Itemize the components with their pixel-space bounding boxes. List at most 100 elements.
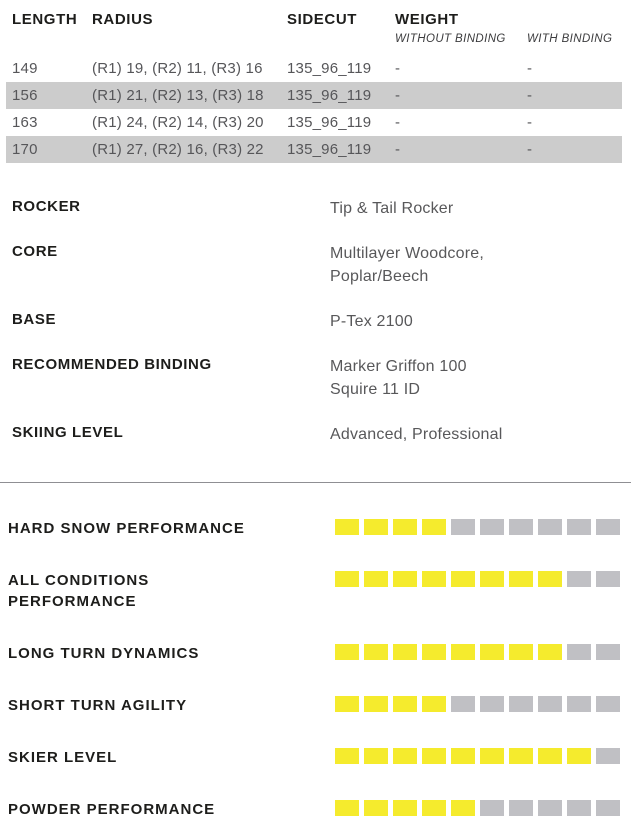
rating-segment-empty [538,519,562,535]
rating-segment-filled [335,571,359,587]
cell-radius: (R1) 19, (R2) 11, (R3) 16 [92,60,263,77]
spec-value: Multilayer Woodcore, Poplar/Beech [330,242,484,288]
rating-segment-empty [509,800,533,816]
rating-segment-filled [393,571,417,587]
text-line: Poplar/Beech [330,268,429,285]
rating-segment-filled [509,571,533,587]
spec-label: ROCKER [12,198,81,215]
section-divider [0,482,631,483]
rating-bar [335,571,620,587]
rating-segment-filled [480,571,504,587]
rating-segment-empty [567,644,591,660]
spec-row: RECOMMENDED BINDING Marker Griffon 100 Sq… [12,355,619,401]
text-line: ALL CONDITIONS [8,572,150,589]
rating-segment-empty [567,800,591,816]
rating-segment-empty [596,800,620,816]
spec-value: Marker Griffon 100 Squire 11 ID [330,355,467,401]
rating-segment-filled [335,644,359,660]
rating-label: SKIER LEVEL [8,747,335,768]
spec-row: BASE P-Tex 2100 [12,310,619,333]
col-header-length: LENGTH [12,11,78,28]
cell-weight-with-binding: - [527,141,533,158]
cell-length: 149 [12,60,38,77]
rating-segment-filled [335,748,359,764]
spec-value: Tip & Tail Rocker [330,197,453,220]
rating-segment-filled [393,696,417,712]
rating-segment-empty [480,519,504,535]
col-header-sidecut: SIDECUT [287,11,358,28]
text-line: POWDER PERFORMANCE [8,801,216,818]
spec-row: CORE Multilayer Woodcore, Poplar/Beech [12,242,619,288]
rating-segment-empty [596,519,620,535]
rating-segment-filled [422,800,446,816]
rating-segment-filled [451,644,475,660]
size-table-row: 156 (R1) 21, (R2) 13, (R3) 18 135_96_119… [6,82,622,109]
rating-segment-filled [393,644,417,660]
text-line: Tip & Tail Rocker [330,200,454,217]
col-header-weight-with-binding: WITH BINDING [527,33,613,45]
size-table-row: 149 (R1) 19, (R2) 11, (R3) 16 135_96_119… [6,55,622,82]
text-line: Advanced, Professional [330,426,503,443]
cell-radius: (R1) 21, (R2) 13, (R3) 18 [92,87,264,104]
cell-length: 163 [12,114,38,131]
cell-sidecut: 135_96_119 [287,141,372,158]
rating-segment-filled [422,519,446,535]
rating-segment-filled [393,748,417,764]
text-line: LONG TURN DYNAMICS [8,645,200,662]
rating-label: POWDER PERFORMANCE [8,799,335,820]
rating-segment-empty [567,571,591,587]
rating-segment-empty [451,696,475,712]
spec-list: ROCKER Tip & Tail Rocker CORE Multilayer… [0,197,631,446]
rating-segment-filled [567,748,591,764]
spec-label: RECOMMENDED BINDING [12,356,212,373]
rating-segment-filled [364,800,388,816]
cell-weight-without-binding: - [395,114,401,131]
cell-weight-without-binding: - [395,87,401,104]
spec-label: CORE [12,243,58,260]
rating-row: SKIER LEVEL [8,747,631,768]
rating-segment-filled [422,696,446,712]
cell-sidecut: 135_96_119 [287,114,372,131]
cell-weight-with-binding: - [527,114,533,131]
size-table-header: LENGTH RADIUS SIDECUT WEIGHT WITHOUT BIN… [12,11,622,46]
rating-segment-empty [567,519,591,535]
rating-segment-filled [538,644,562,660]
text-line: HARD SNOW PERFORMANCE [8,520,245,537]
rating-segment-filled [451,800,475,816]
cell-sidecut: 135_96_119 [287,60,372,77]
spec-row: ROCKER Tip & Tail Rocker [12,197,619,220]
rating-segment-empty [509,519,533,535]
rating-segment-filled [509,644,533,660]
rating-bar [335,519,620,535]
rating-segment-filled [451,571,475,587]
rating-row: LONG TURN DYNAMICS [8,643,631,664]
rating-segment-filled [364,696,388,712]
rating-bar [335,800,620,816]
text-line: Marker Griffon 100 [330,358,467,375]
rating-row: POWDER PERFORMANCE [8,799,631,820]
cell-radius: (R1) 24, (R2) 14, (R3) 20 [92,114,264,131]
cell-length: 170 [12,141,38,158]
rating-label: ALL CONDITIONS PERFORMANCE [8,570,335,612]
rating-segment-empty [480,800,504,816]
rating-segment-empty [451,519,475,535]
size-table: LENGTH RADIUS SIDECUT WEIGHT WITHOUT BIN… [0,0,631,163]
text-line: PERFORMANCE [8,593,137,610]
rating-segment-empty [596,696,620,712]
rating-bar [335,644,620,660]
rating-segment-empty [480,696,504,712]
rating-segment-filled [364,571,388,587]
rating-segment-empty [567,696,591,712]
col-header-radius: RADIUS [92,11,154,28]
rating-row: ALL CONDITIONS PERFORMANCE [8,570,631,612]
rating-label: HARD SNOW PERFORMANCE [8,518,335,539]
rating-segment-filled [538,748,562,764]
rating-segment-empty [596,644,620,660]
rating-segment-filled [393,800,417,816]
text-line: SKIER LEVEL [8,749,118,766]
cell-weight-with-binding: - [527,87,533,104]
rating-segment-filled [335,696,359,712]
rating-segment-filled [480,748,504,764]
text-line: Squire 11 ID [330,381,421,398]
